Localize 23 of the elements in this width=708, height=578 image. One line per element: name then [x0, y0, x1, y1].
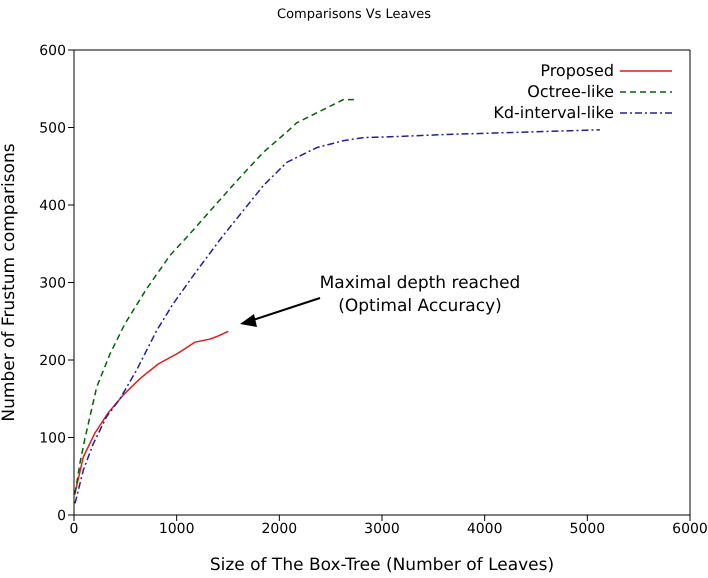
x-tick-label: 4000 [466, 520, 502, 537]
annotation: Maximal depth reached (Optimal Accuracy) [318, 272, 522, 318]
y-tick-label: 0 [57, 508, 66, 524]
y-tick-label: 500 [39, 120, 66, 136]
x-tick-label: 3000 [364, 520, 400, 537]
x-tick-label: 1000 [158, 520, 194, 537]
x-tick-label: 0 [70, 520, 78, 537]
x-tick-label: 2000 [262, 520, 298, 537]
y-tick-label: 300 [39, 275, 66, 292]
y-tick-label: 400 [39, 198, 66, 214]
x-tick-label: 5000 [570, 520, 606, 537]
line-series [74, 129, 601, 504]
legend-label: Proposed [540, 61, 614, 80]
y-tick-label: 100 [39, 430, 66, 446]
y-axis-title: Number of Frustum comparisons [0, 143, 20, 422]
x-tick-label: 6000 [672, 520, 708, 537]
y-tick-label: 600 [39, 42, 66, 59]
y-tick-label: 200 [39, 352, 66, 369]
x-axis-title: Size of The Box-Tree (Number of Leaves) [210, 555, 554, 575]
legend-label: Kd-interval-like [493, 103, 614, 122]
legend-label: Octree-like [527, 82, 614, 101]
line-series [74, 330, 230, 496]
chart-title: Comparisons Vs Leaves [276, 7, 432, 22]
